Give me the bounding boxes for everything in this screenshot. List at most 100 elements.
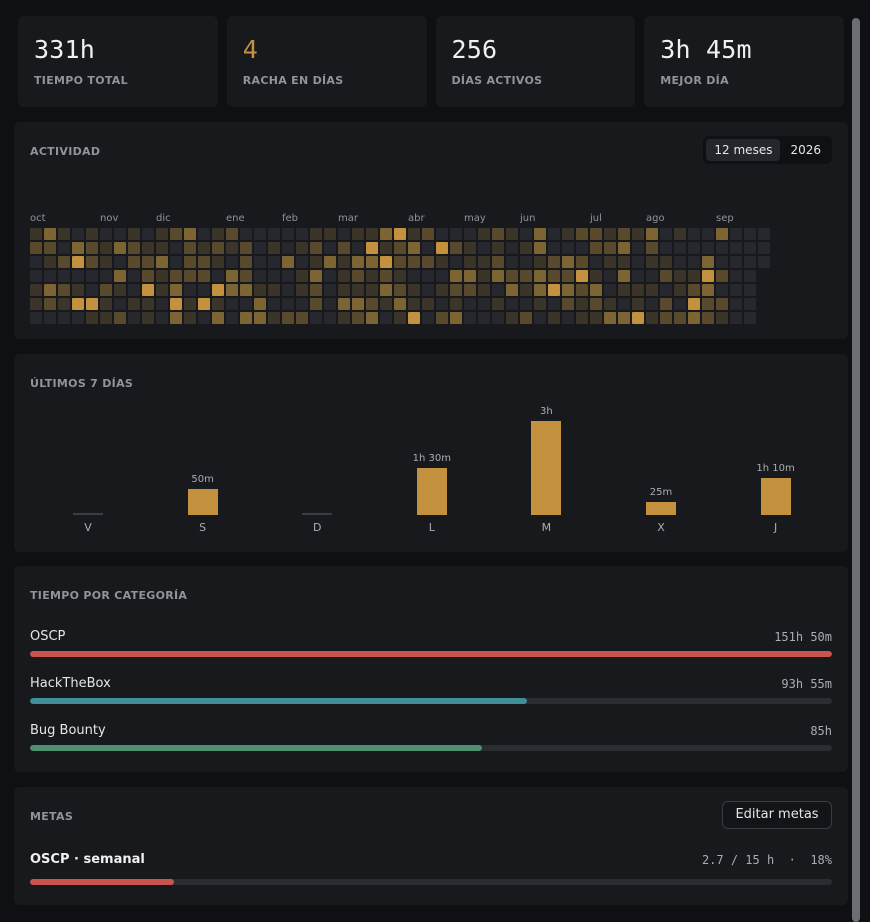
heatmap-cell[interactable]	[310, 284, 322, 296]
heatmap-cell[interactable]	[744, 284, 756, 296]
heatmap-cell[interactable]	[212, 298, 224, 310]
heatmap-cell[interactable]	[464, 270, 476, 282]
heatmap-cell[interactable]	[618, 298, 630, 310]
heatmap-cell[interactable]	[646, 270, 658, 282]
heatmap-cell[interactable]	[478, 242, 490, 254]
heatmap-cell[interactable]	[380, 298, 392, 310]
heatmap-cell[interactable]	[72, 312, 84, 324]
heatmap-cell[interactable]	[576, 312, 588, 324]
heatmap-cell[interactable]	[436, 228, 448, 240]
heatmap-cell[interactable]	[170, 312, 182, 324]
heatmap-cell[interactable]	[296, 256, 308, 268]
heatmap-cell[interactable]	[170, 256, 182, 268]
heatmap-cell[interactable]	[30, 242, 42, 254]
heatmap-cell[interactable]	[674, 242, 686, 254]
heatmap-cell[interactable]	[86, 228, 98, 240]
heatmap-cell[interactable]	[716, 228, 728, 240]
heatmap-cell[interactable]	[72, 256, 84, 268]
heatmap-cell[interactable]	[506, 270, 518, 282]
heatmap-cell[interactable]	[380, 242, 392, 254]
heatmap-cell[interactable]	[310, 270, 322, 282]
heatmap-cell[interactable]	[548, 256, 560, 268]
heatmap-cell[interactable]	[30, 312, 42, 324]
heatmap-cell[interactable]	[366, 270, 378, 282]
heatmap-cell[interactable]	[296, 298, 308, 310]
heatmap-cell[interactable]	[268, 242, 280, 254]
week-bar[interactable]	[187, 489, 218, 515]
heatmap-cell[interactable]	[534, 298, 546, 310]
heatmap-cell[interactable]	[268, 284, 280, 296]
heatmap-cell[interactable]	[100, 284, 112, 296]
heatmap-cell[interactable]	[156, 298, 168, 310]
heatmap-cell[interactable]	[184, 256, 196, 268]
heatmap-cell[interactable]	[618, 284, 630, 296]
heatmap-cell[interactable]	[30, 284, 42, 296]
heatmap-cell[interactable]	[534, 256, 546, 268]
heatmap-cell[interactable]	[520, 228, 532, 240]
heatmap-cell[interactable]	[744, 228, 756, 240]
heatmap-cell[interactable]	[100, 228, 112, 240]
heatmap-cell[interactable]	[310, 312, 322, 324]
heatmap-cell[interactable]	[282, 312, 294, 324]
heatmap-cell[interactable]	[338, 284, 350, 296]
heatmap-cell[interactable]	[702, 312, 714, 324]
heatmap-cell[interactable]	[254, 242, 266, 254]
heatmap-cell[interactable]	[114, 298, 126, 310]
heatmap-cell[interactable]	[198, 284, 210, 296]
heatmap-cell[interactable]	[716, 284, 728, 296]
heatmap-cell[interactable]	[156, 242, 168, 254]
heatmap-cell[interactable]	[674, 228, 686, 240]
heatmap-cell[interactable]	[366, 284, 378, 296]
heatmap-cell[interactable]	[604, 242, 616, 254]
heatmap-cell[interactable]	[436, 242, 448, 254]
heatmap-cell[interactable]	[436, 270, 448, 282]
heatmap-cell[interactable]	[282, 298, 294, 310]
week-bar[interactable]	[531, 421, 562, 515]
heatmap-cell[interactable]	[380, 284, 392, 296]
heatmap-cell[interactable]	[702, 256, 714, 268]
heatmap-cell[interactable]	[324, 242, 336, 254]
heatmap-cell[interactable]	[646, 242, 658, 254]
heatmap-cell[interactable]	[618, 312, 630, 324]
heatmap-cell[interactable]	[744, 312, 756, 324]
heatmap-cell[interactable]	[268, 270, 280, 282]
heatmap-cell[interactable]	[758, 242, 770, 254]
heatmap-cell[interactable]	[590, 312, 602, 324]
heatmap-cell[interactable]	[674, 256, 686, 268]
heatmap-cell[interactable]	[408, 228, 420, 240]
heatmap-cell[interactable]	[268, 228, 280, 240]
heatmap-cell[interactable]	[492, 284, 504, 296]
heatmap-cell[interactable]	[730, 256, 742, 268]
heatmap-cell[interactable]	[296, 284, 308, 296]
heatmap-cell[interactable]	[366, 242, 378, 254]
heatmap-cell[interactable]	[240, 270, 252, 282]
heatmap-cell[interactable]	[212, 284, 224, 296]
heatmap-cell[interactable]	[758, 228, 770, 240]
heatmap-cell[interactable]	[534, 242, 546, 254]
heatmap-cell[interactable]	[100, 312, 112, 324]
heatmap-cell[interactable]	[394, 242, 406, 254]
heatmap-cell[interactable]	[352, 270, 364, 282]
week-bar[interactable]	[646, 502, 676, 515]
heatmap-cell[interactable]	[730, 270, 742, 282]
heatmap-cell[interactable]	[114, 242, 126, 254]
heatmap-cell[interactable]	[436, 256, 448, 268]
heatmap-cell[interactable]	[240, 242, 252, 254]
heatmap-cell[interactable]	[86, 256, 98, 268]
heatmap-cell[interactable]	[128, 298, 140, 310]
heatmap-cell[interactable]	[520, 256, 532, 268]
heatmap-cell[interactable]	[464, 284, 476, 296]
heatmap-cell[interactable]	[114, 256, 126, 268]
heatmap-cell[interactable]	[128, 228, 140, 240]
heatmap-cell[interactable]	[338, 298, 350, 310]
heatmap-cell[interactable]	[338, 256, 350, 268]
heatmap-cell[interactable]	[534, 312, 546, 324]
heatmap-cell[interactable]	[744, 298, 756, 310]
heatmap-cell[interactable]	[142, 298, 154, 310]
heatmap-cell[interactable]	[212, 256, 224, 268]
heatmap-cell[interactable]	[548, 270, 560, 282]
heatmap-cell[interactable]	[688, 270, 700, 282]
heatmap-cell[interactable]	[170, 242, 182, 254]
heatmap-cell[interactable]	[632, 256, 644, 268]
heatmap-cell[interactable]	[282, 270, 294, 282]
